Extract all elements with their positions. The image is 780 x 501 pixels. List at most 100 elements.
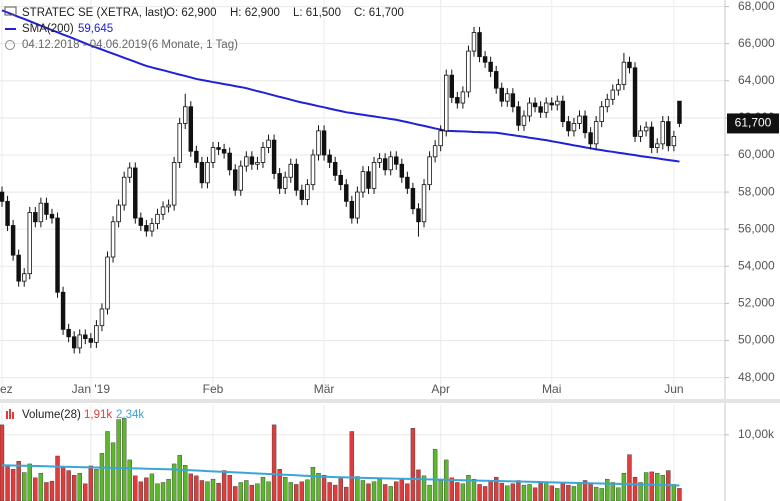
candle-body [294, 163, 299, 191]
candle-body [521, 115, 527, 126]
volume-bar [71, 474, 77, 501]
ohlc-low: L: 61,500 [293, 7, 341, 19]
volume-bar [55, 455, 60, 501]
volume-bar [566, 484, 571, 501]
candle-body [27, 212, 32, 275]
candle-body [88, 338, 94, 343]
candle-body [438, 130, 443, 147]
volume-bar [155, 483, 160, 501]
y-tick-label: 64,000 [738, 73, 775, 87]
candle-body [532, 102, 538, 108]
candle-body [44, 202, 49, 215]
candle-body [466, 50, 471, 93]
candle-body [621, 61, 627, 85]
volume-bar [205, 481, 210, 501]
volume-bar [166, 478, 171, 501]
volume-bar [255, 483, 260, 501]
candle-body [677, 100, 682, 124]
volume-bar [221, 470, 227, 501]
volume-bar [233, 486, 238, 501]
volume-bar [510, 483, 516, 501]
candle-body [305, 184, 310, 200]
candle-body [510, 93, 516, 108]
volume-bar [355, 476, 360, 501]
volume-bar [294, 484, 299, 501]
period: 04.12.2018 - 04.06.2019 [22, 39, 147, 51]
volume-bar [432, 449, 438, 501]
volume-header: Volume(28) 1,91k 2,34k [6, 409, 144, 421]
candle-body [16, 254, 21, 282]
volume-bar [94, 469, 99, 501]
y-tick-label: 54,000 [738, 258, 775, 272]
volume-bar [327, 482, 332, 501]
candle-body [649, 126, 654, 148]
volume-bar [66, 470, 71, 501]
icon [4, 6, 17, 16]
candle-body [566, 121, 571, 132]
candle-body [543, 102, 549, 113]
volume-bar [643, 472, 649, 501]
candle-body [249, 156, 255, 165]
volume-bar [593, 486, 599, 501]
ohlc-close: C: 61,700 [354, 7, 404, 19]
volume-bar [660, 474, 665, 501]
volume-bar [133, 475, 138, 501]
candle-body [60, 291, 66, 330]
candle-body [427, 156, 432, 186]
volume-bar [277, 469, 282, 501]
volume-bar [160, 482, 166, 501]
volume-bar [316, 472, 321, 501]
candle-body [49, 213, 55, 219]
candle-body [260, 147, 266, 163]
candle-body [288, 163, 293, 178]
candle-body [138, 217, 144, 226]
volume-bar [16, 461, 21, 501]
candle-body [477, 32, 482, 58]
candle-body [671, 136, 677, 147]
y-tick-label: 58,000 [738, 184, 775, 198]
volume-bar [99, 453, 105, 501]
candle-body [449, 74, 455, 98]
volume-bar [471, 478, 477, 501]
candle-body [588, 132, 593, 145]
volume-bar [371, 481, 377, 501]
volume-label: Volume(28) [22, 409, 81, 421]
candle-body [338, 174, 343, 186]
candle-body [194, 150, 199, 163]
x-tick-label: Mär [314, 382, 335, 396]
volume-bar [260, 476, 266, 501]
candle-body [560, 100, 566, 122]
volume-bar [377, 478, 382, 501]
volume-bar [110, 442, 116, 501]
volume-bar [60, 466, 66, 501]
volume-bar [116, 419, 121, 501]
candle-body [593, 121, 599, 145]
volume-bar [610, 482, 616, 501]
volume-bar [194, 475, 199, 501]
volume-sma-line [1, 464, 680, 487]
volume-bar [516, 480, 521, 501]
volume-bar [482, 486, 488, 501]
y-tick-label: 60,000 [738, 147, 775, 161]
icon [9, 409, 11, 419]
candle-body [105, 256, 110, 310]
candle-body [416, 208, 421, 223]
candle-body [299, 189, 305, 200]
x-tick-label: Apr [431, 382, 450, 396]
candle-body [316, 130, 321, 156]
candle-body [71, 336, 77, 349]
ohlc-open: O: 62,900 [166, 7, 217, 19]
volume-bar [599, 488, 604, 501]
candle-body [499, 87, 504, 102]
candle-body [399, 163, 405, 178]
volume-bar [677, 488, 682, 501]
volume-bar [10, 469, 16, 501]
volume-bar [649, 471, 654, 501]
volume-bar [33, 477, 38, 501]
candle-body [388, 156, 393, 171]
header: STRATEC SE (XETRA, last) O: 62,900 H: 62… [4, 6, 404, 51]
volume-bar [5, 466, 10, 501]
volume-bar [399, 478, 405, 501]
